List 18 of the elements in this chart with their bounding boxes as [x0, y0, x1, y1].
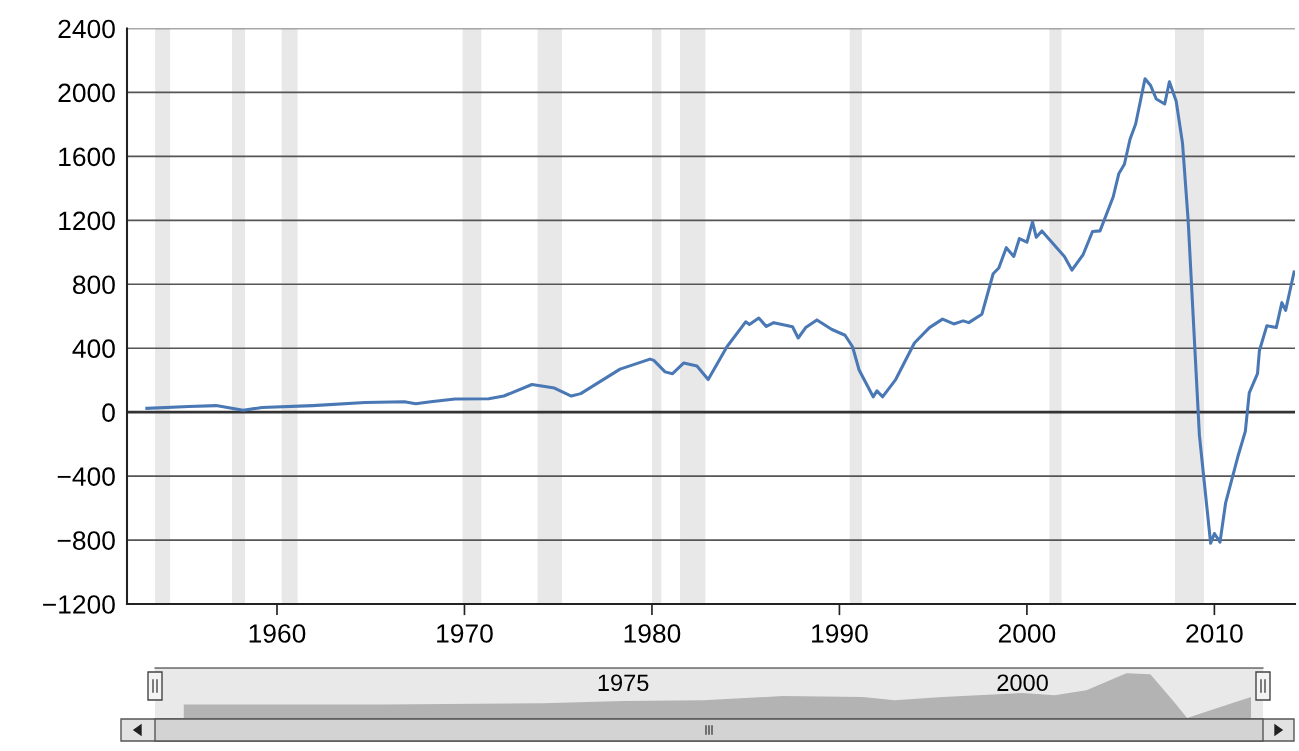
y-tick-label: 1600: [59, 147, 115, 167]
x-tick-label: 1980: [624, 624, 681, 643]
x-tick-label: 2000: [998, 624, 1056, 643]
x-tick-label: 1975: [598, 674, 649, 692]
y-tick-label: 2000: [58, 83, 115, 103]
x-tick-label: 1970: [437, 624, 493, 643]
x-tick-label: 1960: [249, 624, 306, 643]
y-tick-label: 0: [102, 403, 115, 422]
x-tick-label: 2010: [1186, 624, 1243, 643]
y-tick-label: 1200: [59, 211, 115, 231]
line-series: [145, 77, 1295, 545]
x-tick-label: 1990: [812, 624, 868, 643]
y-tick-label: −1200: [43, 595, 115, 614]
y-tick-label: −800: [57, 531, 115, 550]
y-tick-label: 800: [73, 275, 115, 295]
y-tick-label: 2400: [58, 19, 115, 39]
y-tick-label: −400: [57, 467, 115, 486]
y-tick-label: 400: [72, 339, 115, 359]
